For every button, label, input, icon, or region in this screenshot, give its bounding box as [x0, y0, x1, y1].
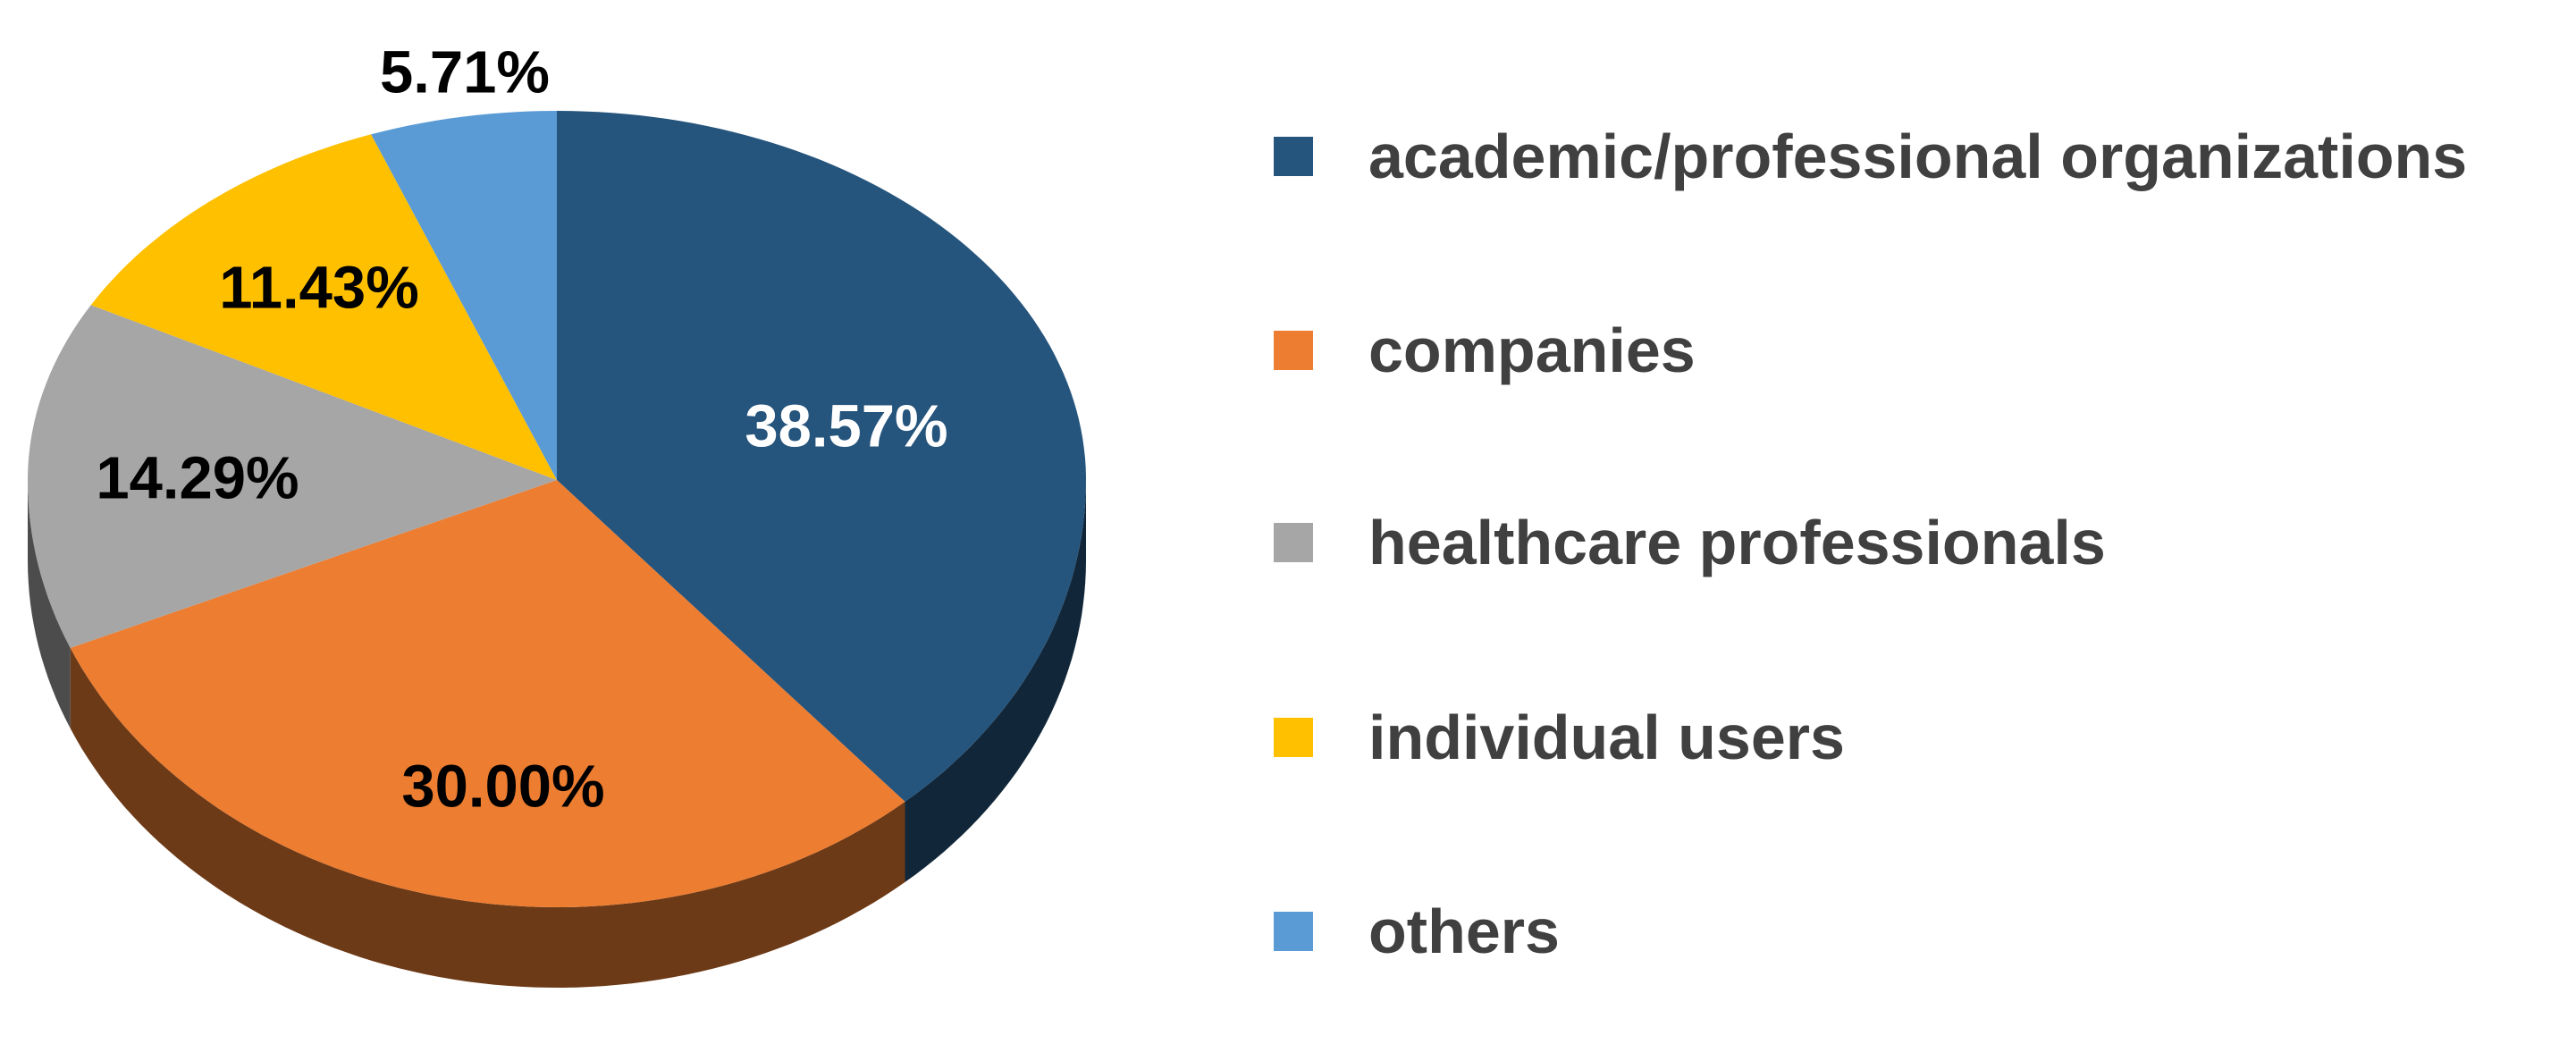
legend-swatch-academic-professional-organizations-icon	[1274, 137, 1313, 176]
legend: academic/professional organizations comp…	[1274, 0, 2570, 1044]
legend-label: others	[1368, 897, 1560, 966]
slice-label-companies: 30.00%	[401, 753, 605, 821]
pie-slice-healthcare-professionals	[28, 305, 557, 648]
slice-label-others: 5.71%	[380, 38, 550, 106]
pie-slice-academic-professional-organizations	[557, 111, 1086, 802]
slice-label-academic-professional-organizations: 38.57%	[745, 392, 948, 460]
pie-slice-individual-users	[90, 134, 557, 481]
slice-label-healthcare-professionals: 14.29%	[96, 444, 299, 512]
legend-label: companies	[1368, 316, 1696, 385]
legend-item-companies: companies	[1274, 310, 1696, 391]
legend-item-healthcare-professionals: healthcare professionals	[1274, 502, 2106, 583]
pie-slice-side-academic-professional-organizations	[905, 480, 1086, 882]
legend-label: healthcare professionals	[1368, 508, 2106, 577]
legend-item-academic-professional-organizations: academic/professional organizations	[1274, 116, 2467, 197]
legend-swatch-healthcare-professionals-icon	[1274, 523, 1313, 562]
legend-label: individual users	[1368, 703, 1845, 772]
legend-item-others: others	[1274, 891, 1560, 972]
legend-item-individual-users: individual users	[1274, 697, 1845, 778]
pie-slice-side-companies	[70, 647, 905, 988]
pie-slice-side-healthcare-professionals	[28, 480, 71, 728]
pie-slice-companies	[70, 480, 905, 907]
legend-label: academic/professional organizations	[1368, 122, 2468, 191]
slice-label-individual-users: 11.43%	[219, 254, 419, 322]
legend-swatch-others-icon	[1274, 912, 1313, 951]
legend-swatch-companies-icon	[1274, 331, 1313, 370]
pie-slice-others	[371, 111, 557, 480]
legend-swatch-individual-users-icon	[1274, 718, 1313, 757]
